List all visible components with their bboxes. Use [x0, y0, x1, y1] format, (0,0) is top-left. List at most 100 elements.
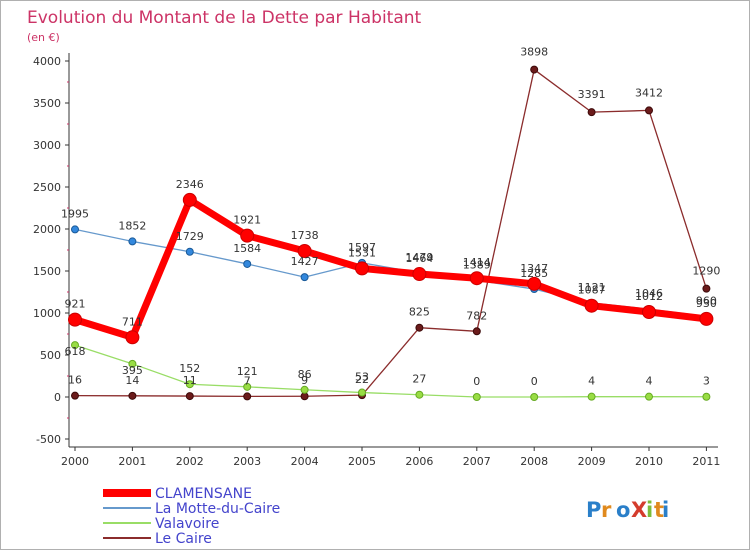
data-label: 1290: [692, 265, 720, 278]
data-point-clamensane: [240, 228, 255, 243]
series-line-le-caire: [74, 68, 708, 398]
data-point-la-motte-du-caire: [185, 247, 194, 256]
data-label: 7: [244, 374, 251, 387]
data-label: 1087: [578, 284, 606, 297]
data-point-valavoire: [587, 392, 596, 401]
data-point-valavoire: [185, 380, 194, 389]
data-point-clamensane: [297, 244, 312, 259]
y-tick-label: 3500: [33, 97, 61, 110]
x-tick-label: 2000: [61, 455, 89, 468]
data-label: 4: [646, 375, 653, 388]
y-tick-label: 1000: [33, 307, 61, 320]
data-point-valavoire: [300, 385, 309, 394]
data-label: 1729: [176, 230, 204, 243]
data-point-clamensane: [355, 261, 369, 276]
data-label: 1852: [118, 219, 146, 232]
data-label: 1995: [61, 207, 89, 220]
data-label: 1597: [348, 241, 376, 254]
data-label: 4: [588, 375, 595, 388]
data-label: 960: [696, 294, 717, 307]
series-line-valavoire: [74, 344, 708, 398]
y-tick-label: 2000: [33, 223, 61, 236]
x-tick-label: 2010: [635, 455, 663, 468]
logo-letter: X: [631, 498, 647, 522]
data-point-valavoire: [358, 388, 366, 397]
data-label: 1921: [233, 214, 261, 227]
data-label: 1121: [578, 281, 606, 294]
data-label: 1046: [635, 287, 663, 300]
data-label: 1584: [233, 242, 261, 255]
data-point-valavoire: [71, 341, 79, 350]
data-point-le-caire: [702, 284, 711, 293]
y-tick-label: 3000: [33, 139, 61, 152]
data-label: 2346: [176, 178, 204, 191]
data-point-le-caire: [300, 392, 309, 401]
data-label: 22: [355, 373, 369, 386]
data-label: 3412: [635, 86, 663, 99]
data-point-le-caire: [472, 327, 481, 336]
data-point-le-caire: [530, 65, 539, 74]
chart-subtitle: (en €): [27, 31, 60, 44]
x-tick-label: 2004: [291, 455, 319, 468]
data-point-la-motte-du-caire: [300, 273, 309, 282]
data-label: 395: [122, 364, 143, 377]
data-point-valavoire: [530, 393, 539, 401]
data-label: 1347: [520, 262, 548, 275]
data-point-le-caire: [185, 392, 194, 401]
data-label: 14: [125, 374, 139, 387]
legend-label-clamensane: CLAMENSANE: [155, 486, 252, 502]
data-label: 53: [355, 371, 369, 384]
y-tick-label: 0: [54, 391, 61, 404]
x-tick-label: 2001: [118, 455, 146, 468]
data-point-clamensane: [469, 271, 484, 286]
y-tick-label: 4000: [33, 55, 61, 68]
data-point-valavoire: [128, 359, 137, 368]
legend-label-le-caire: Le Caire: [155, 531, 212, 547]
logo-letter: P: [586, 498, 601, 522]
logo-letter: i: [662, 498, 669, 522]
y-tick-label: 2500: [33, 181, 61, 194]
data-point-clamensane: [699, 311, 714, 326]
data-label: 711: [122, 315, 143, 328]
x-tick-label: 2002: [176, 455, 204, 468]
data-point-valavoire: [702, 392, 711, 401]
data-label: 16: [68, 374, 82, 387]
x-tick-label: 2003: [233, 455, 261, 468]
data-point-la-motte-du-caire: [243, 259, 252, 268]
data-label: 1479: [405, 251, 433, 264]
legend-label-valavoire: Valavoire: [155, 516, 219, 532]
data-label: 921: [65, 298, 86, 311]
data-label: 152: [179, 362, 200, 375]
x-tick-label: 2007: [463, 455, 491, 468]
data-label: 618: [65, 345, 86, 358]
x-tick-label: 2009: [578, 455, 606, 468]
data-point-le-caire: [587, 108, 596, 117]
data-point-clamensane: [527, 276, 542, 291]
data-label: 1427: [291, 255, 319, 268]
data-point-valavoire: [645, 392, 653, 401]
data-label: 9: [301, 374, 308, 387]
chart-title: Evolution du Montant de la Dette par Hab…: [27, 8, 422, 28]
data-label: 1285: [520, 267, 548, 280]
data-label: 1738: [291, 229, 319, 242]
logo-letter: o: [616, 498, 630, 522]
x-tick-label: 2005: [348, 455, 376, 468]
legend-label-la-motte-du-caire: La Motte-du-Caire: [155, 501, 280, 517]
data-label: 930: [696, 297, 717, 310]
data-label: 3: [703, 375, 710, 388]
data-point-le-caire: [645, 106, 653, 115]
y-tick-label: 1500: [33, 265, 61, 278]
y-tick-label: 500: [40, 349, 61, 362]
data-label: 11: [183, 374, 197, 387]
data-label: 3898: [520, 46, 548, 59]
data-point-valavoire: [243, 382, 252, 391]
x-tick-label: 2008: [520, 455, 548, 468]
logo-letter: i: [646, 498, 653, 522]
data-point-le-caire: [415, 323, 424, 332]
data-point-le-caire: [128, 391, 137, 400]
logo-letter: t: [654, 498, 664, 522]
data-point-la-motte-du-caire: [71, 225, 79, 234]
data-label: 1464: [405, 252, 433, 265]
